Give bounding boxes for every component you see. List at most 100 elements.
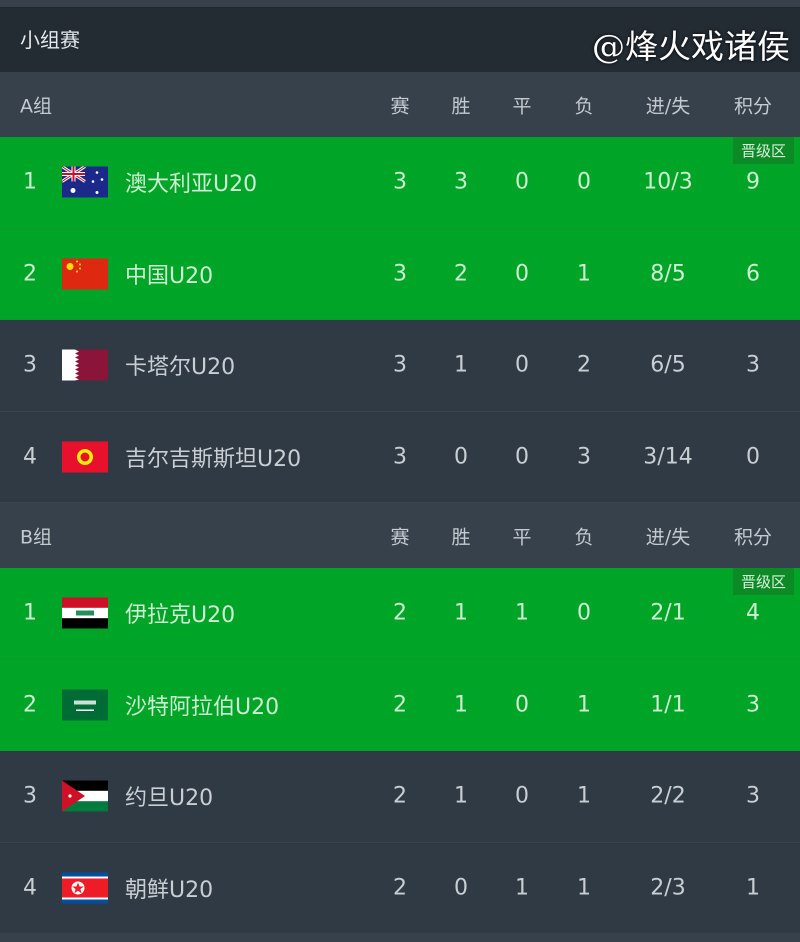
rank: 3 xyxy=(23,783,37,809)
team-name[interactable]: 澳大利亚U20 xyxy=(125,172,258,198)
standings: A组赛胜平负进/失 积分 晋级区 1 澳大利亚U20 3 3 0 0 10/3 9 2 中国U20 3 2 0… xyxy=(0,72,800,934)
stat-cell: 1 xyxy=(515,875,529,901)
saudi-arabia-flag-icon xyxy=(62,689,108,721)
stat-cell: 0 xyxy=(454,875,468,901)
stat-cell: 3/14 xyxy=(643,444,693,470)
stat-cell: 10/3 xyxy=(643,169,693,195)
qatar-flag-icon xyxy=(62,349,108,381)
stat-cell: 1 xyxy=(454,352,468,378)
stat-cell: 0 xyxy=(746,444,760,470)
rank: 2 xyxy=(23,261,37,287)
stat-cell: 3 xyxy=(393,444,407,470)
stat-cell: 6/5 xyxy=(650,352,686,378)
kyrgyzstan-flag-icon xyxy=(62,441,108,473)
australia-flag-icon xyxy=(62,166,108,198)
table-row[interactable]: 4 吉尔吉斯斯坦U20 3 0 0 3 3/14 0 xyxy=(0,411,800,503)
top-strip xyxy=(0,0,800,8)
north-korea-flag-icon xyxy=(62,872,108,904)
stat-cell: 2 xyxy=(577,352,591,378)
team-name[interactable]: 卡塔尔U20 xyxy=(125,355,236,381)
stat-cell: 2/2 xyxy=(650,783,686,809)
stat-cell: 1 xyxy=(577,261,591,287)
stat-cell: 2 xyxy=(393,783,407,809)
stat-cell: 1 xyxy=(577,875,591,901)
stat-cell: 0 xyxy=(577,600,591,626)
stat-cell: 8/5 xyxy=(650,261,686,287)
column-header: 进/失 xyxy=(645,95,691,117)
stat-cell: 3 xyxy=(454,169,468,195)
stat-cell: 0 xyxy=(454,444,468,470)
stat-cell: 9 xyxy=(746,169,760,195)
table-row[interactable]: 2 沙特阿拉伯U20 2 1 0 1 1/1 3 xyxy=(0,659,800,751)
stat-cell: 3 xyxy=(393,169,407,195)
column-header: 负 xyxy=(574,95,594,117)
rank: 3 xyxy=(23,352,37,378)
jordan-flag-icon xyxy=(62,780,108,812)
stat-cell: 3 xyxy=(746,352,760,378)
team-name[interactable]: 沙特阿拉伯U20 xyxy=(125,694,280,720)
stat-cell: 3 xyxy=(746,783,760,809)
advance-zone-badge: 晋级区 xyxy=(732,568,794,595)
team-name[interactable]: 吉尔吉斯斯坦U20 xyxy=(125,446,302,472)
group-name: A组 xyxy=(20,95,52,117)
stat-cell: 2 xyxy=(454,261,468,287)
stat-cell: 1 xyxy=(515,600,529,626)
rank: 1 xyxy=(23,169,37,195)
column-header: 积分 xyxy=(733,95,773,117)
stat-cell: 1 xyxy=(746,875,760,901)
stat-cell: 1 xyxy=(577,783,591,809)
column-header: 赛 xyxy=(390,526,410,548)
stat-cell: 0 xyxy=(515,444,529,470)
page-title: 小组赛 xyxy=(20,28,80,52)
column-header: 赛 xyxy=(390,95,410,117)
stat-cell: 3 xyxy=(577,444,591,470)
column-header: 进/失 xyxy=(645,526,691,548)
column-header: 积分 xyxy=(733,526,773,548)
team-name[interactable]: 朝鲜U20 xyxy=(125,877,214,903)
stat-cell: 1 xyxy=(454,783,468,809)
watermark: @烽火戏诸侯 xyxy=(592,27,790,66)
group-name: B组 xyxy=(20,526,53,548)
iraq-flag-icon xyxy=(62,597,108,629)
table-row[interactable]: 2 中国U20 3 2 0 1 8/5 6 xyxy=(0,228,800,320)
title-bar: 小组赛 @烽火戏诸侯 xyxy=(0,8,800,72)
rank: 4 xyxy=(23,444,37,470)
stat-cell: 2 xyxy=(393,875,407,901)
stat-cell: 3 xyxy=(393,261,407,287)
column-header: 负 xyxy=(574,526,594,548)
stat-cell: 2 xyxy=(393,692,407,718)
table-row[interactable]: 晋级区 1 伊拉克U20 2 1 1 0 2/1 4 xyxy=(0,568,800,660)
team-name[interactable]: 伊拉克U20 xyxy=(125,603,236,629)
group-header: A组 赛 胜 平 负 进/失 积分 xyxy=(0,72,800,137)
table-row[interactable]: 4 朝鲜U20 2 0 1 1 2/3 1 xyxy=(0,842,800,934)
china-flag-icon xyxy=(62,258,108,290)
stat-cell: 0 xyxy=(515,352,529,378)
table-row[interactable]: 3 约旦U20 2 1 0 1 2/2 3 xyxy=(0,751,800,843)
stat-cell: 1 xyxy=(454,600,468,626)
bottom-strip xyxy=(0,933,800,942)
stat-cell: 1/1 xyxy=(650,692,686,718)
stat-cell: 0 xyxy=(515,169,529,195)
table-row[interactable]: 3 卡塔尔U20 3 1 0 2 6/5 3 xyxy=(0,320,800,412)
stat-cell: 0 xyxy=(515,692,529,718)
stat-cell: 6 xyxy=(746,261,760,287)
column-header: 胜 xyxy=(451,95,471,117)
stat-cell: 3 xyxy=(746,692,760,718)
stat-cell: 0 xyxy=(515,261,529,287)
advance-zone-badge: 晋级区 xyxy=(732,137,794,164)
column-header: 平 xyxy=(512,95,532,117)
stat-cell: 0 xyxy=(515,783,529,809)
stat-cell: 4 xyxy=(746,600,760,626)
column-header: 平 xyxy=(512,526,532,548)
stat-cell: 3 xyxy=(393,352,407,378)
stat-cell: 2/3 xyxy=(650,875,686,901)
rank: 2 xyxy=(23,692,37,718)
stat-cell: 2/1 xyxy=(650,600,686,626)
table-row[interactable]: 晋级区 1 澳大利亚U20 3 3 0 0 10/3 9 xyxy=(0,137,800,229)
stat-cell: 1 xyxy=(577,692,591,718)
rank: 4 xyxy=(23,875,37,901)
team-name[interactable]: 约旦U20 xyxy=(125,786,214,812)
group-header: B组 赛 胜 平 负 进/失 积分 xyxy=(0,503,800,568)
team-name[interactable]: 中国U20 xyxy=(125,263,214,289)
stat-cell: 0 xyxy=(577,169,591,195)
